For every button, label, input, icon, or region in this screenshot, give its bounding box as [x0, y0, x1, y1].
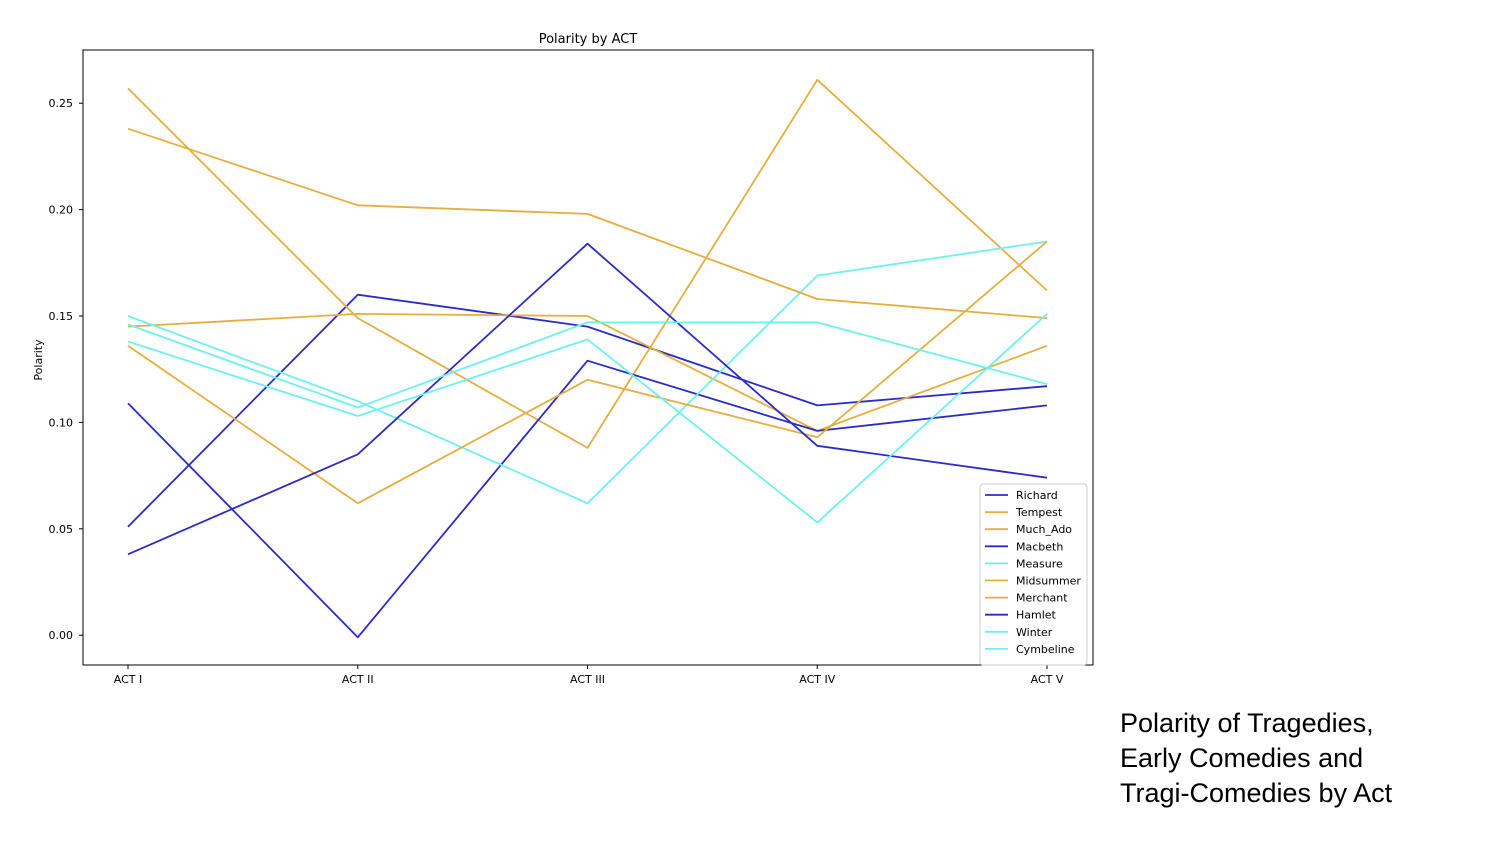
plot-frame: [82, 49, 1094, 666]
x-tick-label: ACT II: [342, 673, 374, 686]
series-line-midsummer: [127, 240, 1048, 505]
legend-entry: Richard: [1016, 489, 1058, 502]
series-line-tempest: [127, 78, 1048, 449]
legend-entry: Measure: [1016, 557, 1063, 570]
y-tick-label: 0.25: [49, 97, 74, 110]
y-tick-label: 0.10: [49, 416, 74, 429]
x-axis: ACT I ACT II ACT III ACT IV ACT V: [114, 665, 1064, 686]
x-tick-label: ACT I: [114, 673, 142, 686]
y-tick-label: 0.20: [49, 204, 74, 217]
chart-title: Polarity by ACT: [539, 32, 638, 47]
legend-entry: Hamlet: [1016, 609, 1057, 622]
caption-line-1: Polarity of Tragedies,: [1120, 708, 1374, 738]
caption-line-3: Tragi-Comedies by Act: [1120, 778, 1393, 808]
y-tick-label: 0.05: [49, 523, 74, 536]
series-line-merchant: [127, 127, 1048, 319]
legend-entry: Winter: [1016, 626, 1053, 639]
series-line-hamlet: [127, 242, 1048, 556]
y-axis-label: Polarity: [32, 339, 45, 381]
series-line-cymbeline: [127, 321, 1048, 409]
legend-entry: Merchant: [1016, 592, 1068, 605]
caption-line-2: Early Comedies and: [1120, 743, 1364, 773]
x-tick-label: ACT III: [570, 673, 605, 686]
series-layer: [127, 78, 1048, 639]
y-tick-label: 0.15: [49, 310, 74, 323]
y-axis: 0.00 0.05 0.10 0.15 0.20 0.25: [49, 97, 83, 642]
x-tick-label: ACT IV: [799, 673, 835, 686]
series-line-winter: [127, 313, 1048, 524]
caption: Polarity of Tragedies, Early Comedies an…: [1120, 706, 1480, 811]
series-line-much-ado: [127, 312, 1048, 432]
series-line-macbeth: [127, 359, 1048, 639]
legend-entry: Macbeth: [1016, 540, 1063, 553]
x-tick-label: ACT V: [1031, 673, 1064, 686]
legend-entry: Cymbeline: [1016, 643, 1075, 656]
series-line-measure: [127, 240, 1048, 505]
y-tick-label: 0.00: [49, 629, 74, 642]
legend-entry: Tempest: [1015, 506, 1063, 519]
legend-entry: Midsummer: [1016, 575, 1081, 588]
legend-entry: Much_Ado: [1016, 523, 1072, 536]
series-line-richard: [127, 293, 1048, 528]
legend: Richard Tempest Much_Ado Macbeth Measure Mids…: [979, 483, 1088, 666]
